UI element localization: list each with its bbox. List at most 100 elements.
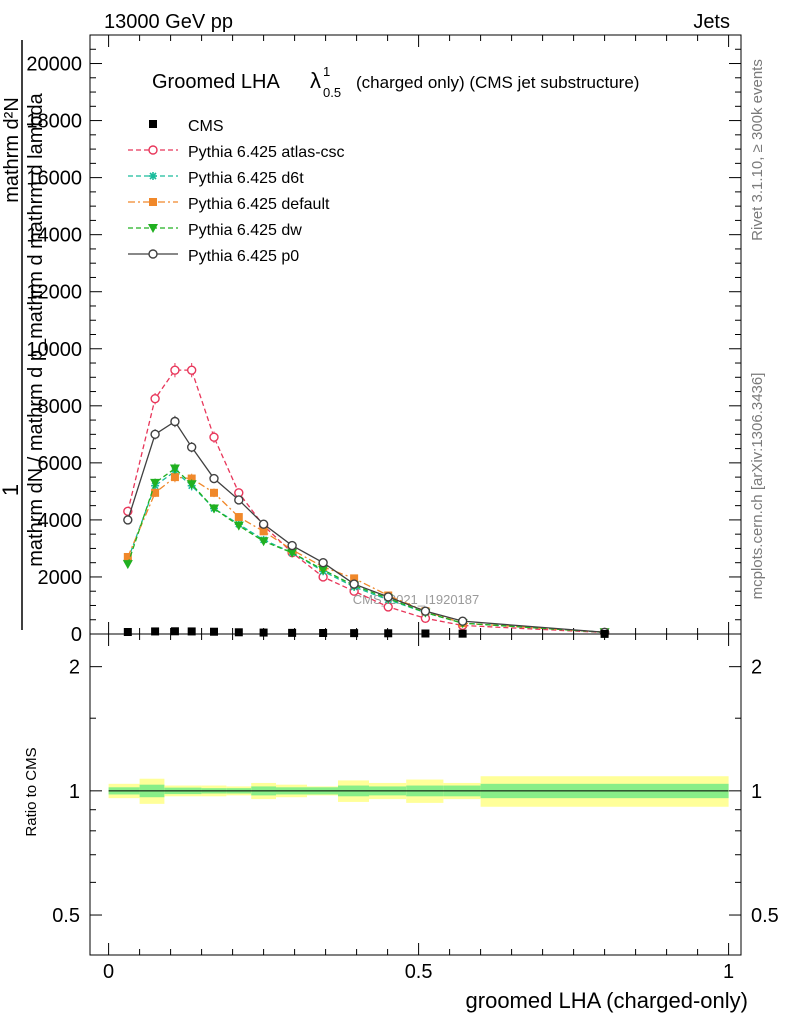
main-ytick-label: 0: [71, 624, 82, 646]
legend-marker: [149, 120, 157, 128]
ratio-frame: [89, 633, 742, 956]
data-point: [186, 365, 197, 375]
data-point: [318, 557, 328, 568]
xtick-label: 0: [103, 961, 114, 983]
series-dw: [122, 463, 610, 638]
main-ytick-label: 18000: [26, 111, 82, 133]
main-ytick-label: 8000: [38, 396, 83, 418]
data-point: [234, 513, 243, 522]
legend-item: Pythia 6.425 dw: [128, 222, 302, 239]
main-series-layer: [122, 363, 610, 638]
xtick-label: 1: [723, 961, 734, 983]
data-point: [383, 602, 393, 612]
cms-point: [123, 628, 132, 637]
data-point: [170, 416, 180, 427]
data-point: [233, 521, 244, 531]
legend-marker: [148, 224, 158, 233]
ratio-ytick-labels: 0.5 0.5 1 1 2 2: [52, 657, 779, 927]
data-point: [287, 548, 298, 558]
title-tail: (charged only) (CMS jet substructure): [356, 73, 639, 92]
main-axis-ticks: [90, 35, 741, 635]
legend-label: Pythia 6.425 default: [188, 196, 330, 213]
series-d6t: [123, 466, 609, 637]
data-point: [287, 540, 297, 551]
series-p0: [123, 415, 610, 637]
ratio-ytick-label: 0.5: [52, 905, 80, 927]
main-ytick-label: 14000: [26, 225, 82, 247]
main-ytick-label: 10000: [26, 339, 82, 361]
ratio-axis-ticks: [90, 634, 741, 955]
legend-marker: [149, 172, 157, 180]
data-point: [209, 504, 219, 514]
main-ytick-label: 12000: [26, 282, 82, 304]
main-ytick-label: 4000: [38, 510, 83, 532]
data-point: [151, 488, 160, 497]
data-point: [383, 592, 393, 602]
main-ytick-labels: 0 2000 4000 6000 8000 10000 12000 14000 16000 180…: [26, 54, 82, 646]
series-default: [123, 471, 609, 637]
xtick-labels: 0 0.5 1: [103, 961, 734, 983]
cms-point: [259, 628, 268, 637]
legend-label: Pythia 6.425 dw: [188, 222, 302, 239]
data-point: [210, 488, 218, 497]
ylabel-line2: mathrm d²N: [1, 97, 23, 203]
legend-marker: [149, 198, 157, 206]
main-ylabel: mathrm d²N mathrm dN / mathrm d p_mathrm…: [0, 40, 47, 630]
series-line: [127, 476, 605, 633]
data-point: [318, 565, 329, 575]
main-ytick-label: 6000: [38, 453, 83, 475]
cms-point: [234, 628, 243, 637]
data-point: [170, 473, 179, 482]
ylabel-line1: mathrm dN / mathrm d p_mathrm d mathrm d…: [25, 92, 47, 566]
data-point: [234, 495, 244, 505]
plot-title: Groomed LHA λ 1 0.5 (charged only) (CMS …: [152, 64, 639, 100]
main-ytick-label: 16000: [26, 168, 82, 190]
data-point: [420, 606, 431, 616]
data-point: [186, 480, 197, 490]
cms-point: [210, 627, 218, 636]
legend-marker: [148, 249, 158, 259]
main-panel: 0 2000 4000 6000 8000 10000 12000 14000 16000 180…: [26, 34, 742, 646]
data-point: [150, 478, 161, 488]
legend-item: Pythia 6.425 default: [128, 196, 330, 213]
legend-label: Pythia 6.425 atlas-csc: [188, 144, 345, 161]
data-point: [170, 365, 180, 375]
xlabel: groomed LHA (charged-only): [466, 988, 748, 1013]
data-point: [258, 519, 269, 529]
mcplots-label: mcplots.cern.ch [arXiv:1306.3436]: [749, 373, 766, 600]
cms-point: [187, 627, 196, 636]
main-ytick-label: 20000: [26, 54, 82, 76]
header-right: Jets: [693, 11, 730, 33]
data-point: [150, 393, 160, 404]
data-point: [123, 552, 132, 561]
ratio-ytick-label-right: 0.5: [751, 905, 779, 927]
cms-point: [170, 627, 179, 636]
data-point: [209, 473, 219, 484]
cms-point: [421, 629, 430, 638]
data-point: [150, 429, 160, 440]
data-point: [349, 579, 359, 589]
legend: CMS Pythia 6.425 atlas-csc Pythia 6.425 d6…: [128, 118, 345, 265]
legend-item: CMS: [149, 118, 224, 135]
ratio-ytick-label-right: 2: [751, 657, 762, 679]
ratio-panel: 0.5 0.51 12 2 0 0.5 1: [52, 633, 779, 983]
data-point: [169, 464, 180, 474]
title-subscript: 0.5: [323, 85, 341, 100]
legend-item: Pythia 6.425 p0: [128, 248, 299, 265]
rivet-version-label: Rivet 3.1.10, ≥ 300k events: [749, 59, 766, 241]
legend-marker: [148, 145, 158, 155]
data-point: [350, 574, 359, 583]
series-line: [127, 420, 605, 633]
data-point: [259, 527, 268, 536]
cms-point: [384, 629, 393, 638]
series-line: [127, 467, 605, 633]
header-left: 13000 GeV pp: [104, 11, 233, 33]
legend-label: Pythia 6.425 d6t: [188, 170, 304, 187]
legend-label: Pythia 6.425 p0: [188, 248, 299, 265]
data-point: [187, 474, 196, 483]
ratio-ytick-label: 1: [69, 781, 80, 803]
cms-point: [151, 627, 160, 636]
data-point: [123, 515, 133, 525]
cms-point: [350, 629, 359, 638]
